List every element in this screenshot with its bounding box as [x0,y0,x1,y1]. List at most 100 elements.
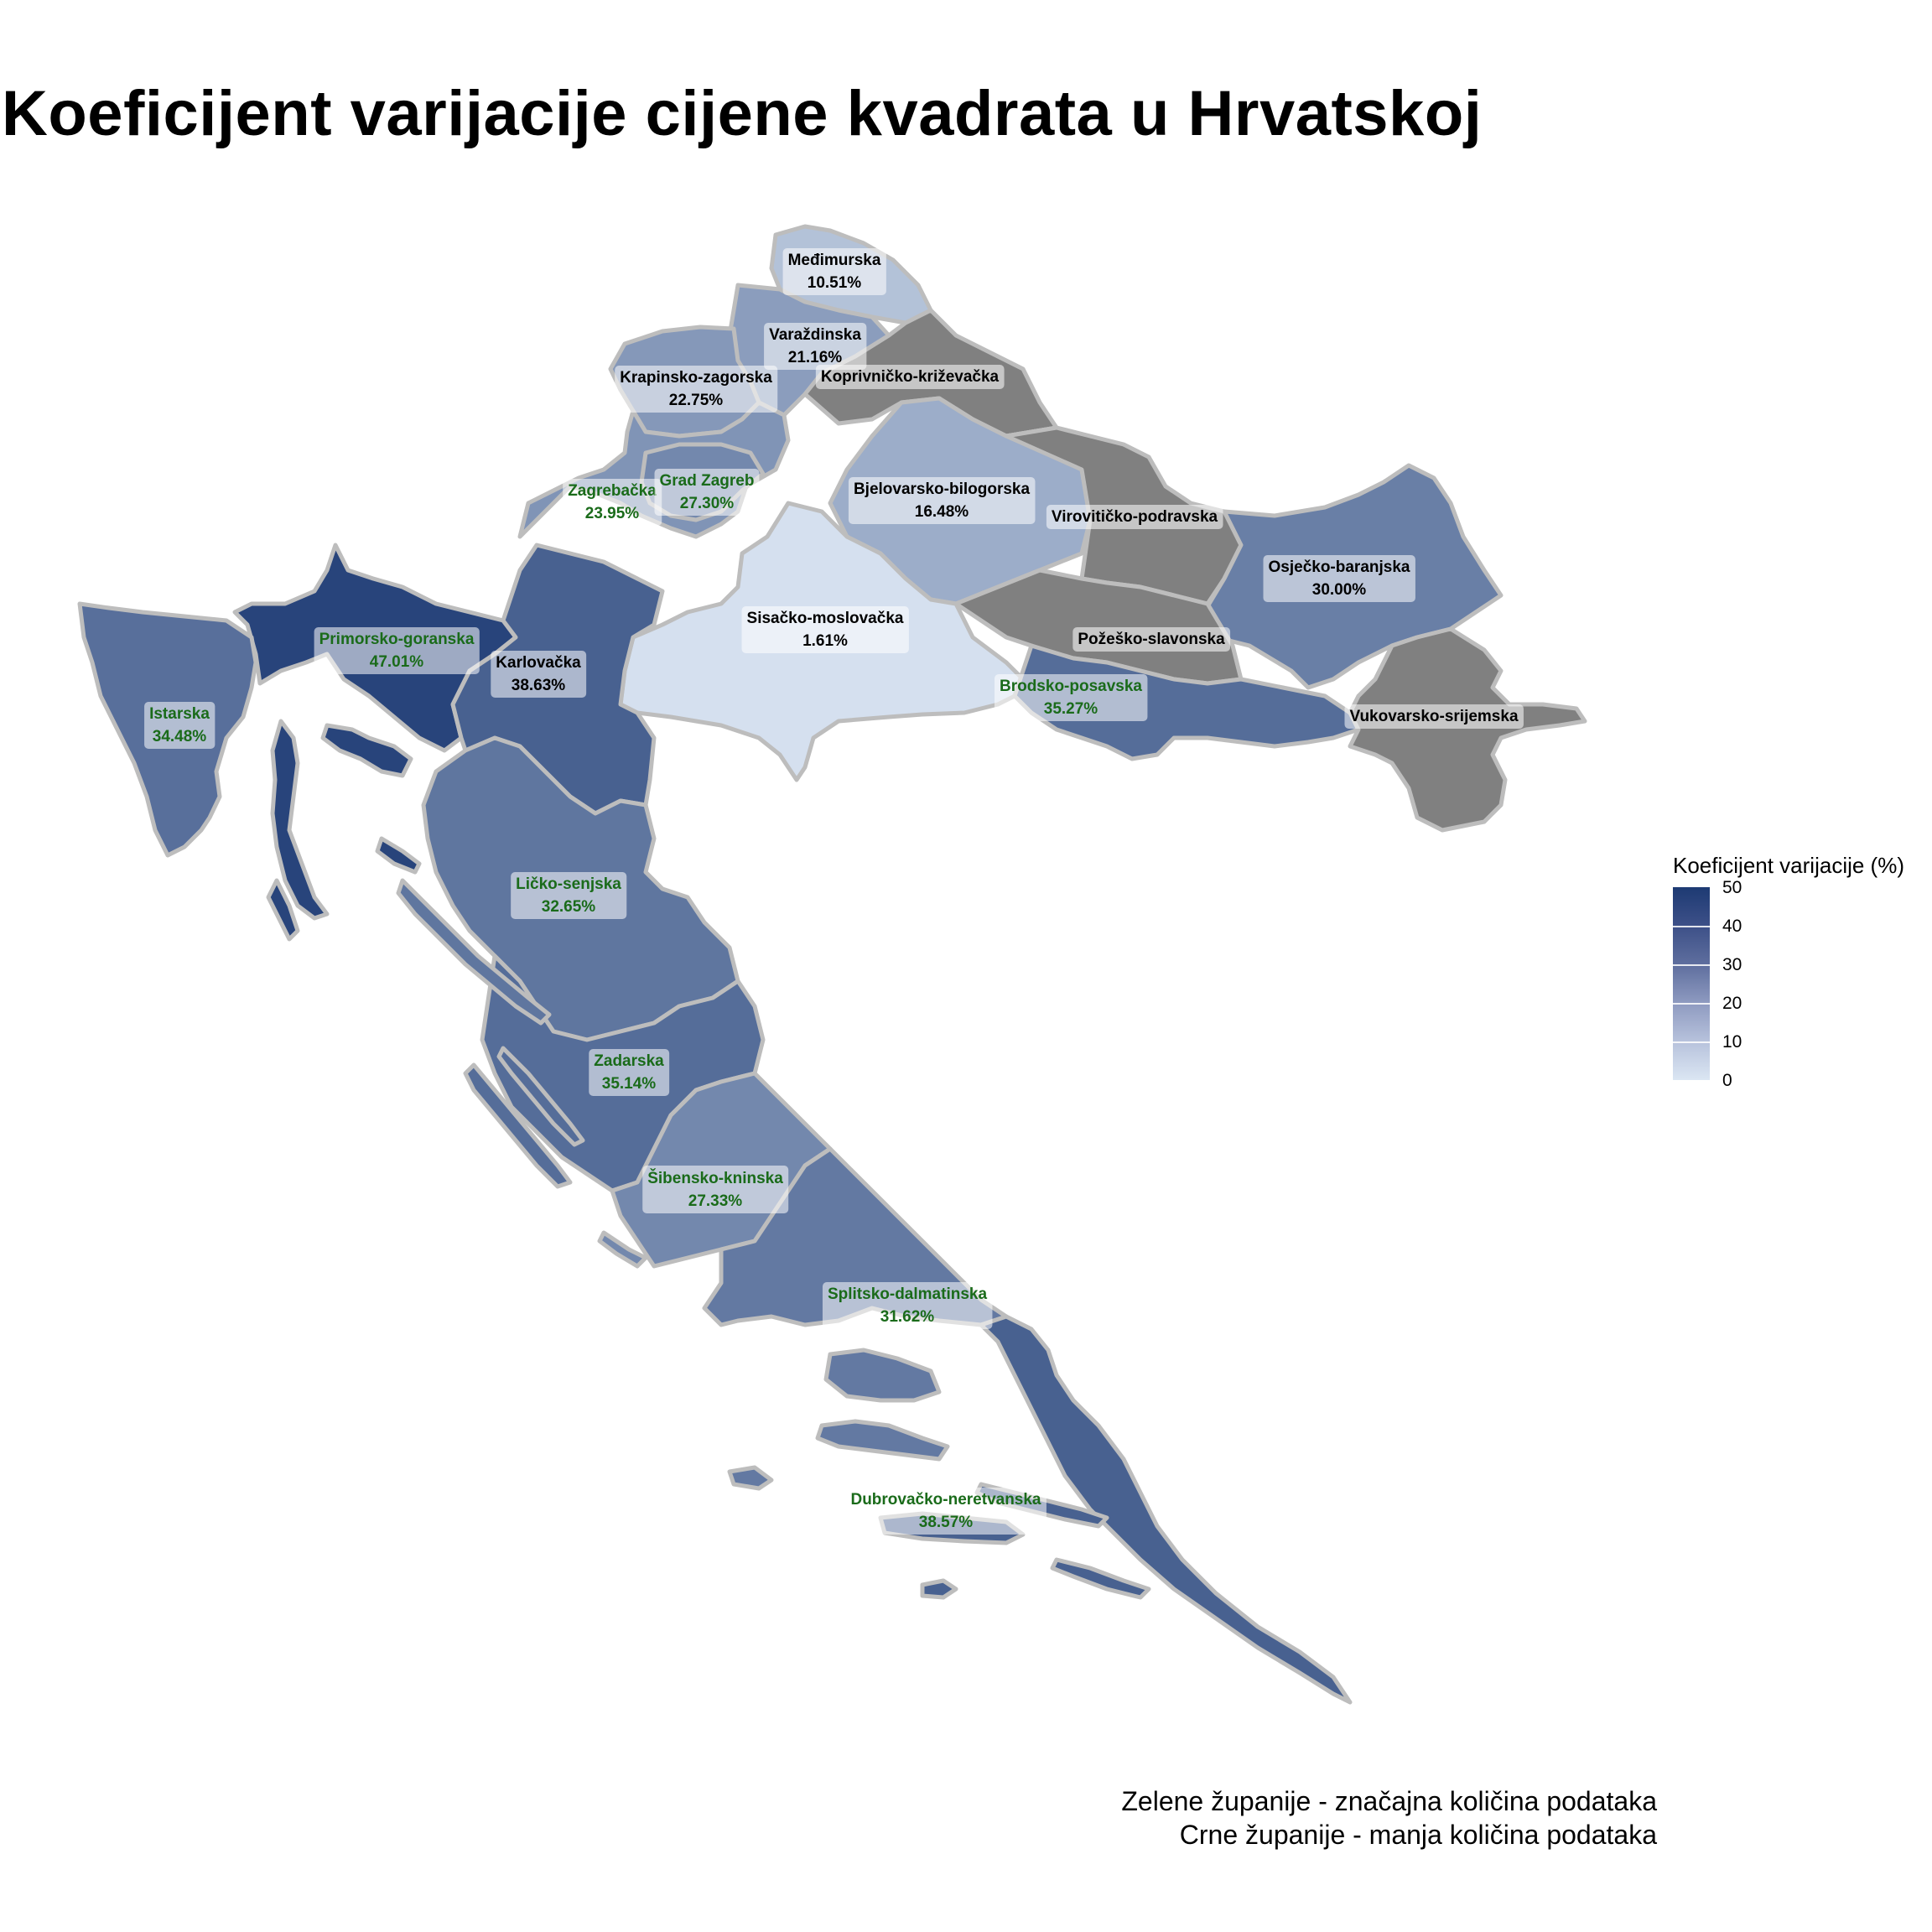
county-name-label: Varaždinska [769,326,861,344]
county-label-box [491,651,587,698]
island-krk [320,723,413,778]
county-label: Istarska 34.48% [144,702,216,749]
county-label: Požeško-slavonska [1072,627,1231,652]
county-name-label: Međimurska [788,252,881,269]
county-name-label: Šibensko-kninska [647,1169,783,1187]
island-dugi-otok [463,1062,573,1189]
island-ugljan-pasman [496,1046,585,1147]
island-lastovo [920,1578,958,1600]
county-name-label: Brodsko-posavska [1000,678,1142,695]
legend-colorbar [1673,887,1710,1080]
county-value-label: 1.61% [802,632,848,650]
county-value-label: 27.33% [688,1192,743,1210]
county-value-label: 16.48% [915,503,969,521]
legend-tick-label: 0 [1722,1071,1732,1090]
county-name-label: Virovitičko-podravska [1052,508,1218,526]
county-name-label: Grad Zagreb [660,472,755,490]
county-value-label: 23.95% [585,505,640,522]
county-label: Osječko-baranjska 30.00% [1263,555,1415,602]
county-value-label: 27.30% [680,495,735,512]
county-name-label: Ličko-senjska [516,875,621,893]
county-name-label: Splitsko-dalmatinska [828,1285,987,1303]
legend-title: Koeficijent varijacije (%) [1673,853,1904,878]
county-vukovarsko-srijemska [1348,626,1587,833]
legend-tick-label: 20 [1722,994,1742,1013]
caption-note-green: Zelene županije - značajna količina poda… [1121,1786,1657,1816]
county-name-label: Krapinsko-zagorska [620,369,772,387]
county-label-box [741,606,909,653]
county-value-label: 34.48% [153,728,207,745]
county-value-label: 22.75% [669,392,724,409]
county-dubrovacko-neretvanska [979,1314,1353,1705]
county-label-box [615,366,778,413]
island-rab [375,836,422,875]
county-label-box [654,469,760,516]
island-losinj [266,878,300,942]
county-name-label: Dubrovačko-neretvanska [850,1491,1041,1509]
county-brodsko-posavska [1012,643,1361,761]
county-value-label: 38.57% [919,1514,974,1531]
county-value-label: 38.63% [512,677,566,694]
county-name-label: Osječko-baranjska [1269,558,1410,576]
county-name-label: Koprivničko-križevačka [821,368,1000,386]
county-label: Primorsko-goranska 47.01% [314,627,480,674]
county-label-box [511,872,627,919]
county-label-box [782,248,886,295]
county-name-label: Zagrebačka [568,482,657,500]
legend-tickmark [1673,1041,1710,1043]
county-label-box [764,323,867,370]
county-label: Grad Zagreb 27.30% [654,469,760,516]
county-value-label: 32.65% [542,898,596,916]
county-label-box [589,1049,670,1096]
legend-tick-label: 30 [1722,955,1742,974]
county-label-box [815,365,1005,389]
county-label-box [845,1488,1046,1535]
county-value-label: 35.27% [1044,700,1098,718]
legend-tick-label: 50 [1722,878,1742,897]
county-label: Sisačko-moslovačka 1.61% [741,606,909,653]
county-name-label: Vukovarsko-srijemska [1349,708,1518,725]
county-label-box [642,1166,789,1213]
county-value-label: 47.01% [370,653,424,671]
county-label: Dubrovačko-neretvanska 38.57% [845,1488,1046,1535]
map-title: Koeficijent varijacije cijene kvadrata u… [2,78,1483,149]
county-name-label: Zadarska [594,1052,664,1070]
county-value-label: 35.14% [602,1075,657,1093]
island-cres [270,719,330,921]
county-label: Koprivničko-križevačka [815,365,1005,389]
county-label: Međimurska 10.51% [782,248,886,295]
island-brac [823,1348,942,1403]
county-name-label: Požeško-slavonska [1078,631,1225,648]
county-label-box [314,627,480,674]
county-label: Bjelovarsko-bilogorska 16.48% [848,477,1036,524]
county-name-label: Sisačko-moslovačka [747,610,904,627]
county-label-box [1344,704,1524,729]
county-value-label: 30.00% [1312,581,1367,599]
county-label-box [1046,505,1223,529]
island-pag [396,878,552,1026]
county-label: Zagrebačka 23.95% [563,479,662,526]
county-label-box [822,1282,993,1329]
county-label-box [1263,555,1415,602]
county-value-label: 10.51% [808,274,862,292]
legend-tick-label: 10 [1722,1032,1742,1052]
county-name-label: Istarska [149,705,210,723]
island-vis [727,1465,774,1491]
legend-tick-label: 40 [1722,917,1742,936]
legend-tickmark [1673,964,1710,966]
county-label: Šibensko-kninska 27.33% [642,1166,789,1213]
county-label: Krapinsko-zagorska 22.75% [615,366,778,413]
county-value-label: 31.62% [880,1308,935,1326]
island-mljet [1050,1557,1151,1600]
county-label: Virovitičko-podravska [1046,505,1223,529]
county-label: Vukovarsko-srijemska [1344,704,1524,729]
county-label-box [563,479,662,526]
county-name-label: Karlovačka [496,654,581,672]
county-label: Brodsko-posavska 35.27% [994,674,1148,721]
island-hvar [815,1419,950,1462]
county-label-box [994,674,1148,721]
county-name-label: Bjelovarsko-bilogorska [854,480,1031,498]
county-label: Splitsko-dalmatinska 31.62% [822,1282,993,1329]
county-label: Ličko-senjska 32.65% [511,872,627,919]
island-kornati [597,1230,648,1269]
